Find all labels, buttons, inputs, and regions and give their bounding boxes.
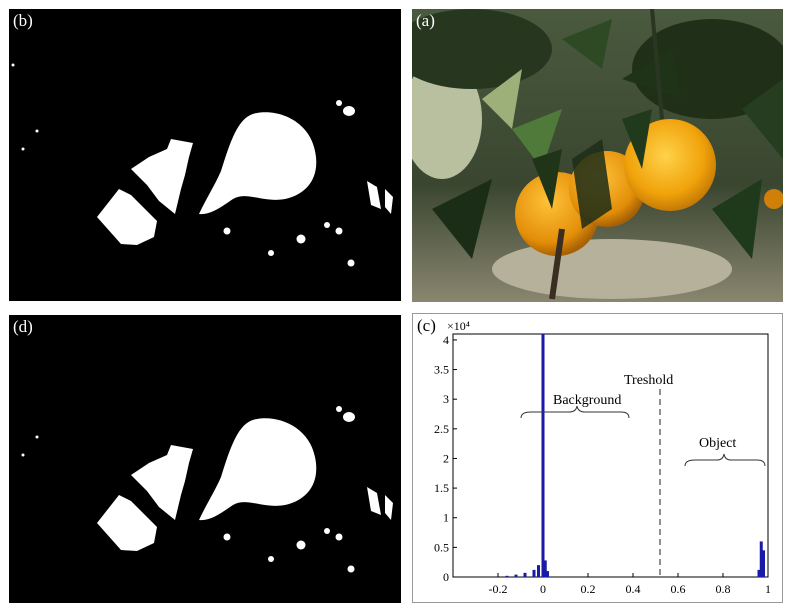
object-annotation: Object <box>699 436 736 451</box>
y-tick-label: 2.5 <box>434 422 449 436</box>
histogram-bar <box>759 541 763 577</box>
x-tick-label: 1 <box>765 582 771 596</box>
x-tick-label: -0.2 <box>489 582 508 596</box>
x-tick-label: 0 <box>540 582 546 596</box>
histogram-bar <box>505 575 509 577</box>
y-exponent-label: ×10⁴ <box>447 319 470 333</box>
histogram-chart: ×10⁴ 0 0.5 1 1.5 2 2.5 3 3.5 4 -0.2 0 0.2 0.4 0.6 0.8… <box>434 319 771 596</box>
mask-image-b <box>9 9 401 301</box>
y-tick-label: 3 <box>443 392 449 406</box>
panel-c-histogram: ×10⁴ 0 0.5 1 1.5 2 2.5 3 3.5 4 -0.2 0 0.2 0.4 0.6 0.8… <box>412 313 783 603</box>
panel-d-mask: (d) <box>9 315 401 603</box>
histogram-bar <box>523 572 527 577</box>
x-tick-label: 0.4 <box>626 582 641 596</box>
y-tick-label: 1 <box>443 511 449 525</box>
panel-d-label: (d) <box>13 317 33 336</box>
histogram-bars <box>505 334 765 577</box>
y-tick-label: 3.5 <box>434 363 449 377</box>
threshold-annotation: Treshold <box>624 373 673 388</box>
histogram-bar <box>543 560 547 577</box>
histogram-bar <box>532 569 536 577</box>
y-axis-ticks: 0 0.5 1 1.5 2 2.5 3 3.5 4 <box>434 333 457 584</box>
y-tick-label: 2 <box>443 451 449 465</box>
panel-b-mask: (b) <box>9 9 401 301</box>
plot-area <box>452 333 769 578</box>
x-axis-ticks: -0.2 0 0.2 0.4 0.6 0.8 1 <box>489 573 771 596</box>
panel-a-photo: (a) <box>412 9 783 302</box>
histogram-bar <box>546 571 549 577</box>
panel-a-label: (a) <box>416 11 435 30</box>
histogram-bar <box>514 574 518 577</box>
x-tick-label: 0.8 <box>716 582 731 596</box>
x-tick-label: 0.6 <box>671 582 686 596</box>
histogram-bar <box>537 565 540 577</box>
histogram-bar <box>757 569 761 577</box>
panel-c-label: (c) <box>417 316 436 335</box>
background-annotation: Background <box>553 393 621 408</box>
histogram-bar <box>541 334 545 577</box>
y-tick-label: 4 <box>443 333 449 347</box>
y-tick-label: 1.5 <box>434 481 449 495</box>
panel-b-label: (b) <box>13 11 33 30</box>
y-tick-label: 0.5 <box>434 540 449 554</box>
background-brace <box>520 405 630 419</box>
orange-tree-photo <box>412 9 783 302</box>
y-tick-label: 0 <box>443 570 449 584</box>
x-tick-label: 0.2 <box>581 582 596 596</box>
histogram-bar <box>762 550 765 577</box>
mask-image-d <box>9 315 401 603</box>
object-brace <box>684 453 766 467</box>
